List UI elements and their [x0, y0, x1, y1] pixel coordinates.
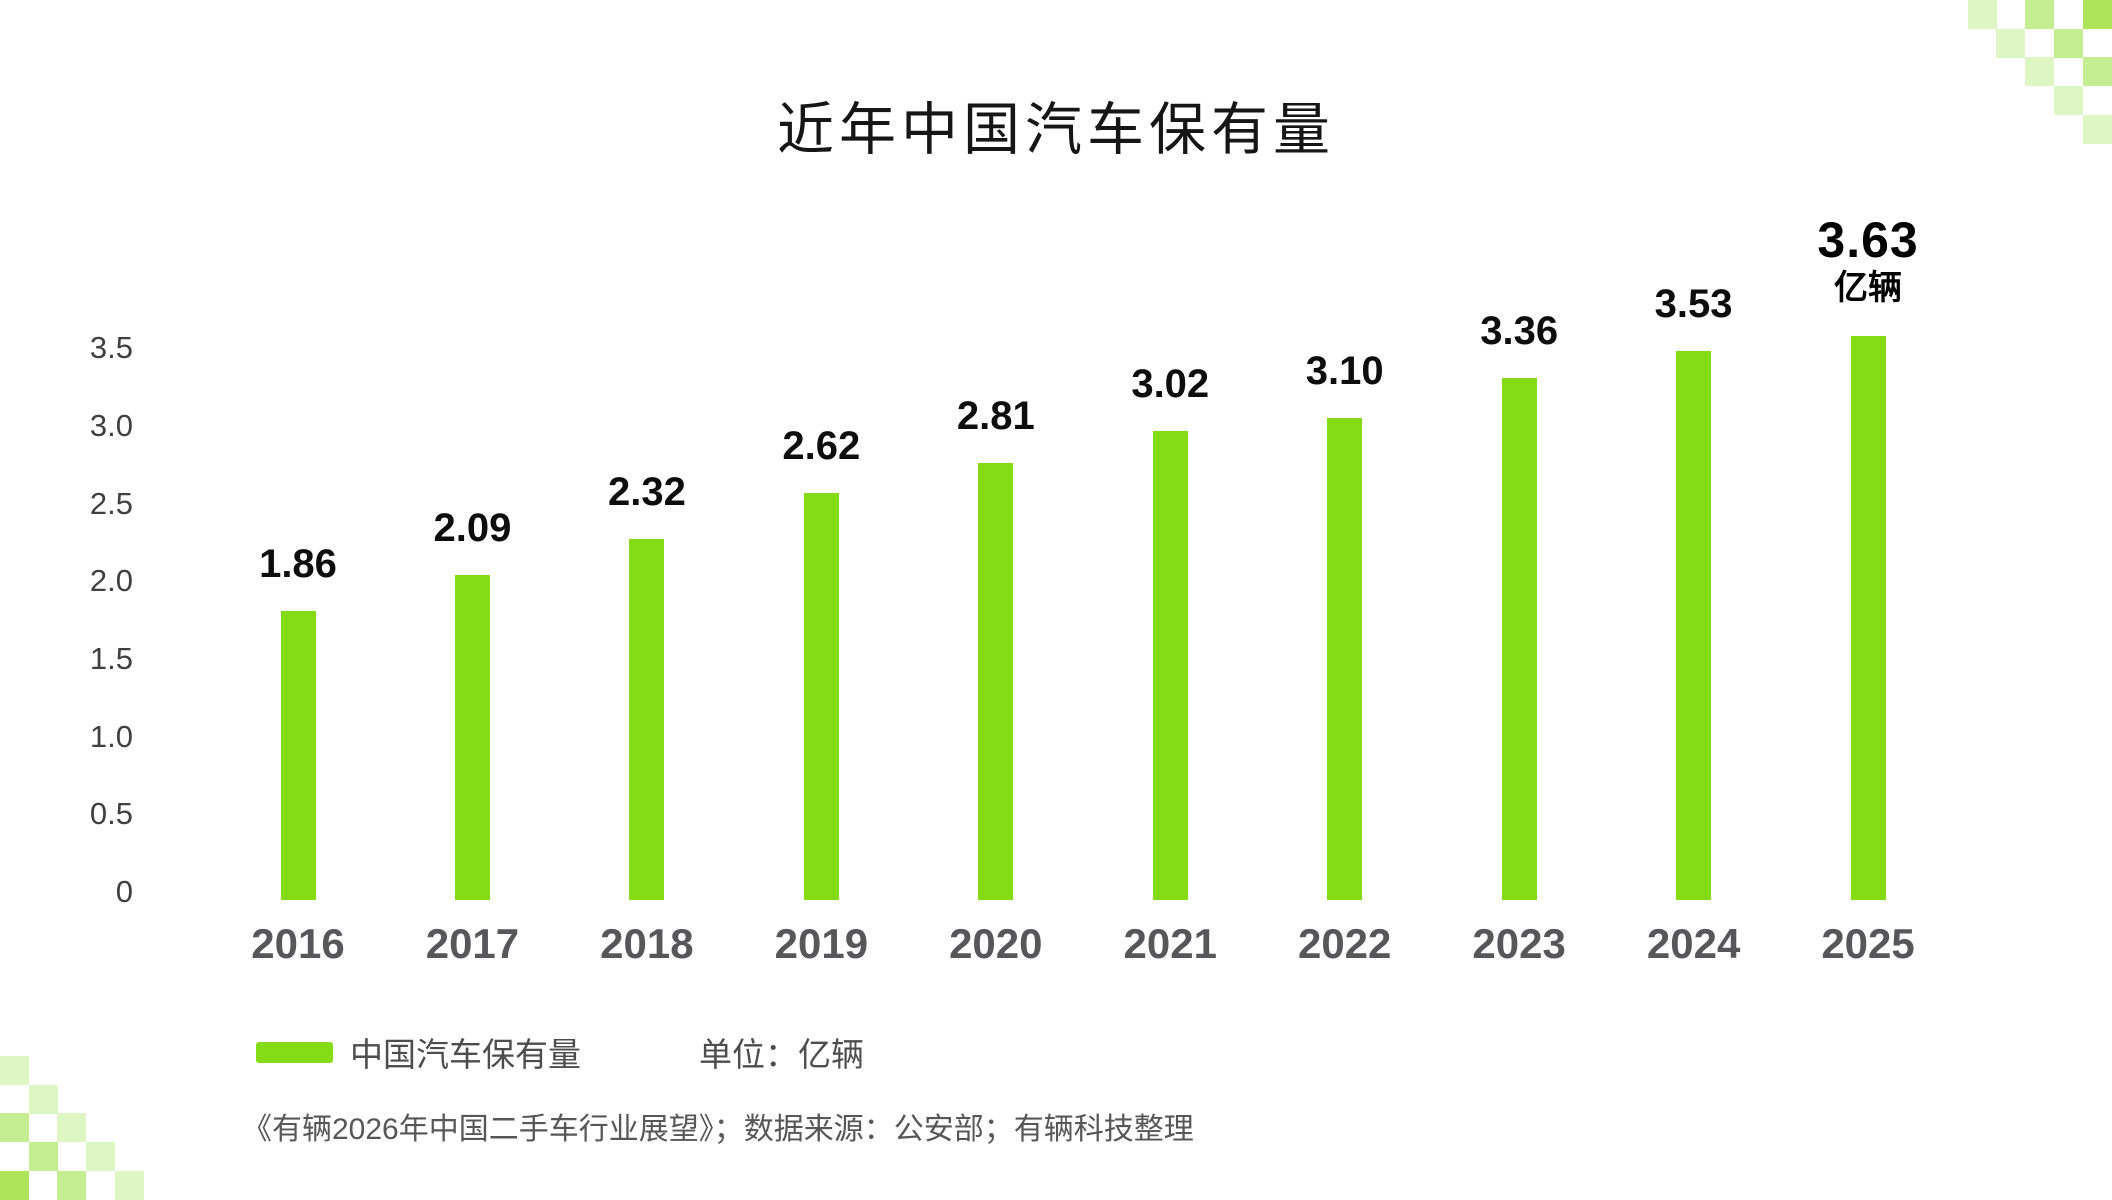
- y-tick-0.5: 0.5: [89, 796, 133, 832]
- x-axis-label-2016: 2016: [251, 920, 345, 967]
- value-unit-suffix: 亿辆: [1834, 268, 1903, 307]
- legend-series-label: 中国汽车保有量: [350, 1036, 581, 1073]
- value-label: 2.62: [782, 423, 861, 468]
- value-label: 2.09: [433, 506, 512, 551]
- x-axis-label-2022: 2022: [1297, 920, 1392, 967]
- bar-2019: [803, 492, 839, 900]
- value-label: 2.32: [607, 470, 686, 515]
- bar-2021: [1152, 430, 1188, 900]
- x-axis-label-2021: 2021: [1123, 920, 1217, 967]
- value-label-text: 3.63: [1817, 211, 1919, 268]
- x-axis-label-2019: 2019: [774, 920, 869, 967]
- bar-2024: [1676, 351, 1712, 900]
- y-tick-1.5: 1.5: [89, 640, 133, 676]
- bar-2022: [1327, 418, 1363, 900]
- y-tick-2.5: 2.5: [89, 485, 133, 521]
- checker-cell: [0, 1056, 29, 1085]
- bar-2018: [629, 539, 665, 900]
- x-axis-label-2020: 2020: [949, 920, 1043, 967]
- checker-cell: [28, 1084, 58, 1114]
- checker-cell: [2082, 0, 2112, 29]
- x-axis-label-2017: 2017: [425, 920, 520, 967]
- x-axis-label-2025: 2025: [1821, 920, 1915, 967]
- value-label: 3.02: [1131, 361, 1210, 406]
- checker-cell: [2053, 28, 2083, 58]
- y-tick-1.0: 1.0: [89, 718, 133, 754]
- checker-cell: [2025, 0, 2055, 29]
- checker-cell: [2053, 86, 2083, 116]
- checker-cell: [0, 1113, 29, 1143]
- checker-cell: [2082, 57, 2112, 87]
- bar-2017: [454, 575, 490, 900]
- chart-title: 近年中国汽车保有量: [777, 98, 1335, 162]
- checker-cell: [1996, 28, 2026, 58]
- value-label: 1.86: [259, 541, 337, 586]
- legend: 中国汽车保有量 单位：亿辆: [256, 1030, 864, 1074]
- checker-cell: [114, 1170, 144, 1200]
- checker-decor-top-right: [1939, 0, 2112, 144]
- value-label: 2.81: [956, 394, 1035, 439]
- x-axis-label-2023: 2023: [1472, 920, 1566, 967]
- source-note: 《有辆2026年中国二手车行业展望》；数据来源：公安部；有辆科技整理: [242, 1113, 1194, 1146]
- value-label: 3.53: [1654, 282, 1733, 327]
- y-tick-3.5: 3.5: [89, 330, 133, 366]
- checker-cell: [28, 1142, 58, 1172]
- checker-cell: [57, 1170, 87, 1200]
- checker-cell: [2082, 114, 2112, 144]
- legend-unit-label: 单位：亿辆: [699, 1036, 864, 1073]
- y-tick-3.0: 3.0: [89, 407, 133, 443]
- checker-cell: [1967, 0, 1997, 29]
- checker-cell: [86, 1142, 116, 1172]
- checker-cell: [57, 1113, 87, 1143]
- checker-decor-bottom-left: [0, 1056, 144, 1200]
- bar-2025: [1850, 335, 1886, 900]
- bar-2016: [280, 610, 316, 900]
- bar-2020: [978, 463, 1014, 900]
- checker-cell: [0, 1170, 29, 1200]
- y-tick-2.0: 2.0: [89, 563, 133, 599]
- value-label: 3.36: [1480, 308, 1559, 353]
- legend-swatch: [256, 1041, 333, 1063]
- value-label-highlight: 3.63 亿辆: [1817, 215, 1918, 305]
- y-tick-0: 0: [115, 874, 133, 909]
- value-label: 3.10: [1305, 349, 1384, 394]
- x-axis-label-2024: 2024: [1646, 920, 1741, 967]
- x-axis-label-2018: 2018: [600, 920, 694, 967]
- bar-2023: [1501, 377, 1537, 900]
- checker-cell: [2025, 57, 2055, 87]
